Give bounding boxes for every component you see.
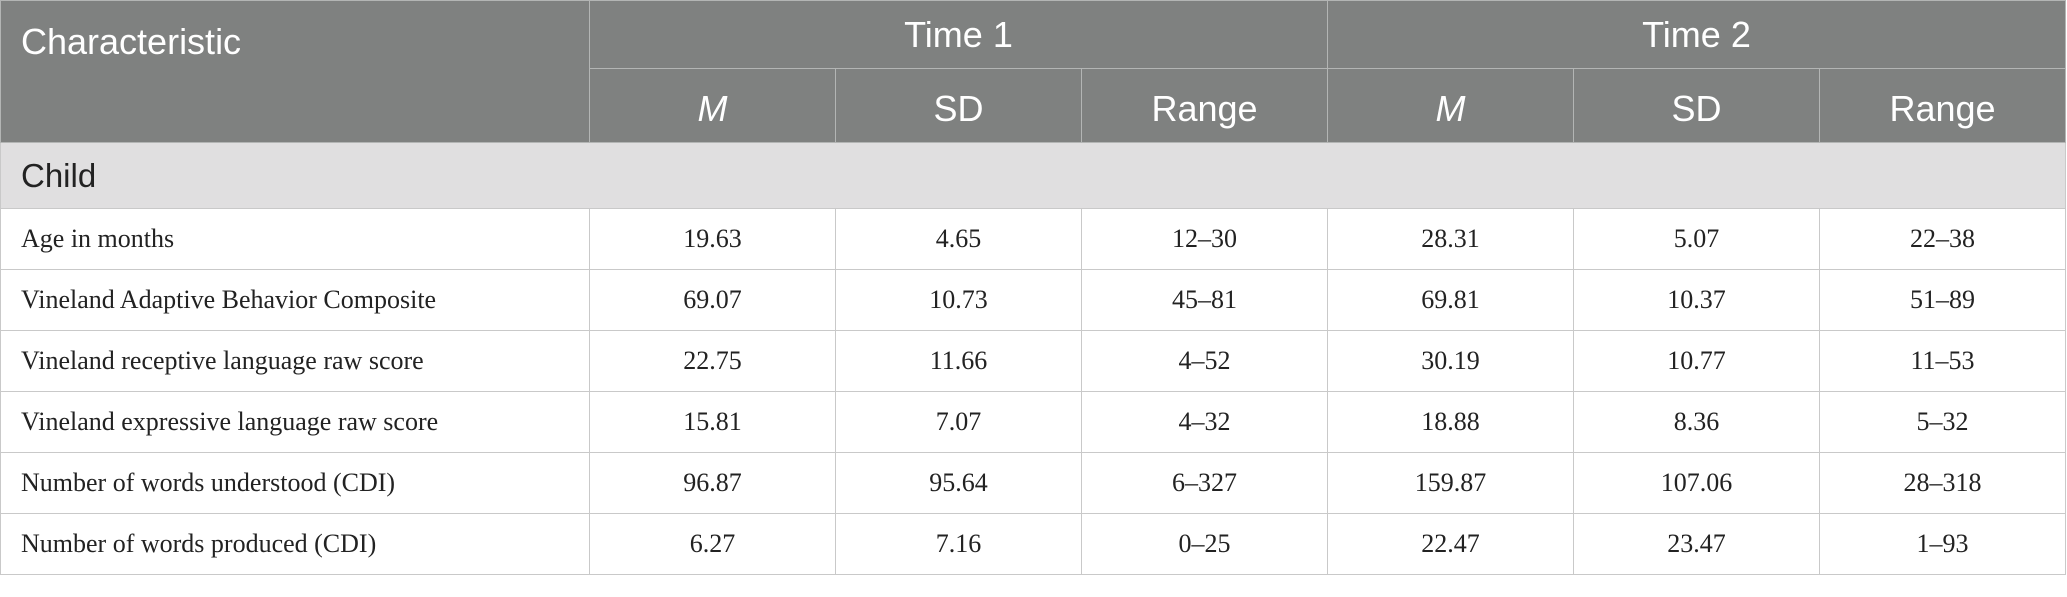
descriptive-statistics-table: Characteristic Time 1 Time 2 M SD Range …: [0, 0, 2066, 575]
row-label: Number of words understood (CDI): [1, 453, 590, 514]
time1-mean-cell: 22.75: [590, 331, 836, 392]
time1-mean-header: M: [590, 69, 836, 143]
section-title-child: Child: [1, 143, 2066, 209]
table-row: Vineland receptive language raw score 22…: [1, 331, 2066, 392]
time2-mean-header: M: [1328, 69, 1574, 143]
time1-range-cell: 4–32: [1082, 392, 1328, 453]
time2-range-cell: 5–32: [1820, 392, 2066, 453]
time2-group-header: Time 2: [1328, 1, 2066, 69]
time2-mean-cell: 22.47: [1328, 514, 1574, 575]
time2-sd-cell: 8.36: [1574, 392, 1820, 453]
table-row: Age in months 19.63 4.65 12–30 28.31 5.0…: [1, 209, 2066, 270]
time2-range-cell: 51–89: [1820, 270, 2066, 331]
time2-sd-cell: 5.07: [1574, 209, 1820, 270]
section-row: Child: [1, 143, 2066, 209]
time2-sd-cell: 107.06: [1574, 453, 1820, 514]
time2-sd-header: SD: [1574, 69, 1820, 143]
time2-sd-cell: 23.47: [1574, 514, 1820, 575]
time1-range-cell: 12–30: [1082, 209, 1328, 270]
time1-mean-cell: 15.81: [590, 392, 836, 453]
row-label: Vineland expressive language raw score: [1, 392, 590, 453]
time2-mean-cell: 30.19: [1328, 331, 1574, 392]
time1-range-cell: 0–25: [1082, 514, 1328, 575]
table-row: Number of words produced (CDI) 6.27 7.16…: [1, 514, 2066, 575]
time2-range-cell: 11–53: [1820, 331, 2066, 392]
table-header: Characteristic Time 1 Time 2 M SD Range …: [1, 1, 2066, 143]
table-row: Vineland Adaptive Behavior Composite 69.…: [1, 270, 2066, 331]
time1-range-cell: 4–52: [1082, 331, 1328, 392]
time1-sd-cell: 7.16: [836, 514, 1082, 575]
time2-range-header: Range: [1820, 69, 2066, 143]
time2-mean-cell: 18.88: [1328, 392, 1574, 453]
time1-sd-cell: 95.64: [836, 453, 1082, 514]
time1-sd-cell: 10.73: [836, 270, 1082, 331]
time2-mean-cell: 28.31: [1328, 209, 1574, 270]
row-label: Vineland receptive language raw score: [1, 331, 590, 392]
time1-mean-cell: 69.07: [590, 270, 836, 331]
time2-mean-cell: 69.81: [1328, 270, 1574, 331]
row-label: Number of words produced (CDI): [1, 514, 590, 575]
time1-sd-cell: 11.66: [836, 331, 1082, 392]
row-label: Age in months: [1, 209, 590, 270]
time2-sd-cell: 10.37: [1574, 270, 1820, 331]
time2-mean-cell: 159.87: [1328, 453, 1574, 514]
table-row: Vineland expressive language raw score 1…: [1, 392, 2066, 453]
time2-sd-cell: 10.77: [1574, 331, 1820, 392]
time1-range-header: Range: [1082, 69, 1328, 143]
characteristic-header: Characteristic: [1, 1, 590, 143]
table-row: Number of words understood (CDI) 96.87 9…: [1, 453, 2066, 514]
time1-group-header: Time 1: [590, 1, 1328, 69]
row-label: Vineland Adaptive Behavior Composite: [1, 270, 590, 331]
time2-range-cell: 1–93: [1820, 514, 2066, 575]
table-body: Child Age in months 19.63 4.65 12–30 28.…: [1, 143, 2066, 575]
time1-sd-header: SD: [836, 69, 1082, 143]
time1-sd-cell: 7.07: [836, 392, 1082, 453]
time1-mean-cell: 19.63: [590, 209, 836, 270]
time2-range-cell: 22–38: [1820, 209, 2066, 270]
time1-range-cell: 6–327: [1082, 453, 1328, 514]
time1-mean-cell: 6.27: [590, 514, 836, 575]
time2-range-cell: 28–318: [1820, 453, 2066, 514]
time1-sd-cell: 4.65: [836, 209, 1082, 270]
header-row-groups: Characteristic Time 1 Time 2: [1, 1, 2066, 69]
time1-mean-cell: 96.87: [590, 453, 836, 514]
time1-range-cell: 45–81: [1082, 270, 1328, 331]
